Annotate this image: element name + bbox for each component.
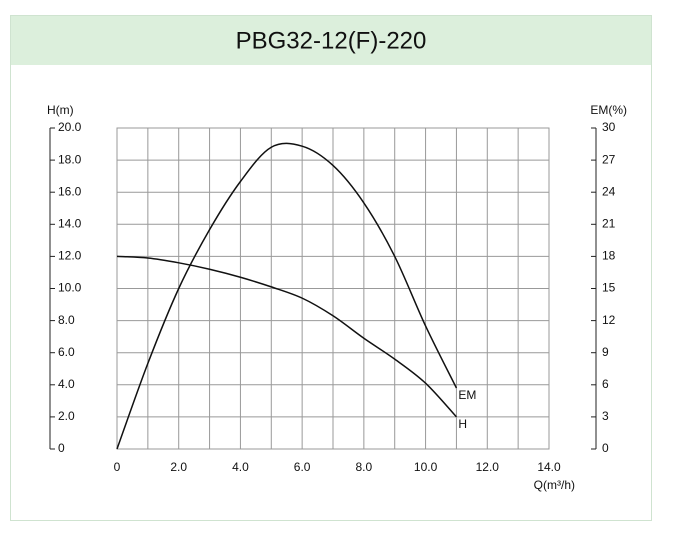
y-tick-label: 8.0: [58, 313, 75, 327]
x-tick-label: 6.0: [294, 460, 311, 474]
y2-tick-label: 18: [602, 249, 616, 263]
y-tick-label: 6.0: [58, 345, 75, 359]
y2-tick-label: 30: [602, 120, 616, 134]
y-tick-label: 2.0: [58, 409, 75, 423]
x-tick-label: 8.0: [356, 460, 373, 474]
frame: [10, 15, 652, 521]
x-axis-label: Q(m³/h): [534, 478, 575, 492]
series-label: H: [458, 417, 467, 431]
series-line: [116, 255, 457, 418]
y-tick-label: 20.0: [58, 120, 82, 134]
y2-tick-label: 12: [602, 313, 616, 327]
x-tick-label: 0: [114, 460, 121, 474]
y2-tick-label: 6: [602, 377, 609, 391]
y2-tick-label: 0: [602, 441, 609, 455]
series-line: [116, 142, 458, 450]
y-tick-label: 12.0: [58, 249, 82, 263]
y2-tick-label: 15: [602, 281, 616, 295]
title-bar: [11, 16, 651, 65]
y2-axis-label: EM(%): [590, 103, 627, 117]
y2-tick-label: 27: [602, 152, 616, 166]
x-tick-label: 2.0: [170, 460, 187, 474]
x-tick-label: 12.0: [476, 460, 500, 474]
y2-tick-label: 9: [602, 345, 609, 359]
y-tick-label: 14.0: [58, 216, 82, 230]
y-tick-label: 0: [58, 441, 65, 455]
y-axis-label: H(m): [47, 103, 74, 117]
chart-title: PBG32-12(F)-220: [236, 27, 427, 54]
y-tick-label: 10.0: [58, 281, 82, 295]
y2-tick-label: 24: [602, 184, 616, 198]
x-tick-label: 4.0: [232, 460, 249, 474]
y2-tick-label: 21: [602, 216, 616, 230]
y-tick-label: 4.0: [58, 377, 75, 391]
x-tick-label: 14.0: [537, 460, 561, 474]
series-label: EM: [458, 388, 476, 402]
y-tick-label: 16.0: [58, 184, 82, 198]
y-tick-label: 18.0: [58, 152, 82, 166]
y2-tick-label: 3: [602, 409, 609, 423]
x-tick-label: 10.0: [414, 460, 438, 474]
